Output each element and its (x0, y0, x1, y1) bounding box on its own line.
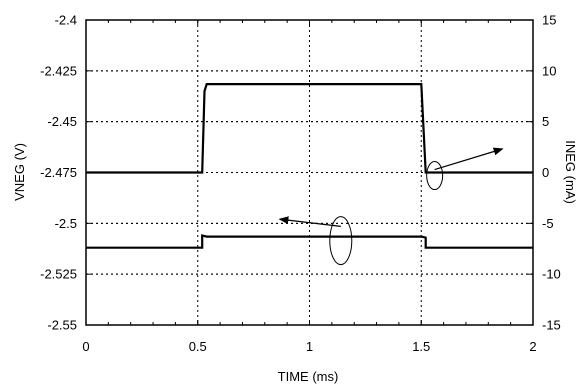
axis-indicator-ellipse-left (329, 216, 353, 266)
y-tick-label: -2.45 (47, 114, 77, 129)
y-tick-label: -2.425 (40, 63, 77, 78)
y2-tick-label: 15 (542, 13, 556, 28)
y2-tick-label: -15 (542, 318, 561, 333)
series-layer (86, 82, 533, 249)
ticks (85, 19, 534, 326)
y2-tick-label: -5 (542, 216, 554, 231)
grid (86, 20, 533, 325)
x-tick-labels: 0 0.5 1 1.5 2 (82, 339, 536, 354)
x-tick-label: 1 (306, 339, 313, 354)
y2-tick-label: 0 (542, 165, 549, 180)
y-axis-label: VNEG (V) (12, 143, 27, 201)
axis-indicator-arrow-left (278, 216, 341, 227)
y2-tick-labels: 15 10 5 0 -5 -10 -15 (542, 13, 561, 333)
y-tick-label: -2.525 (40, 267, 77, 282)
axis-indicator-ellipse-right (426, 161, 444, 191)
y-tick-labels: -2.4 -2.425 -2.45 -2.475 -2.5 -2.525 -2.55 (40, 13, 77, 333)
y-tick-label: -2.55 (47, 318, 77, 333)
x-tick-label: 2 (529, 339, 536, 354)
y2-axis-label: INEG (mA) (563, 140, 578, 204)
y-tick-label: -2.4 (55, 13, 77, 28)
y2-tick-label: 5 (542, 114, 549, 129)
x-tick-label: 0.5 (189, 339, 207, 354)
y2-tick-label: -10 (542, 267, 561, 282)
x-tick-label: 1.5 (412, 339, 430, 354)
axis-indicator-arrow-right (434, 147, 504, 171)
x-tick-label: 0 (82, 339, 89, 354)
y2-tick-label: 10 (542, 63, 556, 78)
y-tick-label: -2.475 (40, 165, 77, 180)
y-tick-label: -2.5 (55, 216, 77, 231)
x-axis-label: TIME (ms) (278, 369, 339, 384)
annotation-layer (278, 147, 504, 266)
series-line-2 (86, 234, 533, 249)
series-line-1 (86, 82, 533, 174)
